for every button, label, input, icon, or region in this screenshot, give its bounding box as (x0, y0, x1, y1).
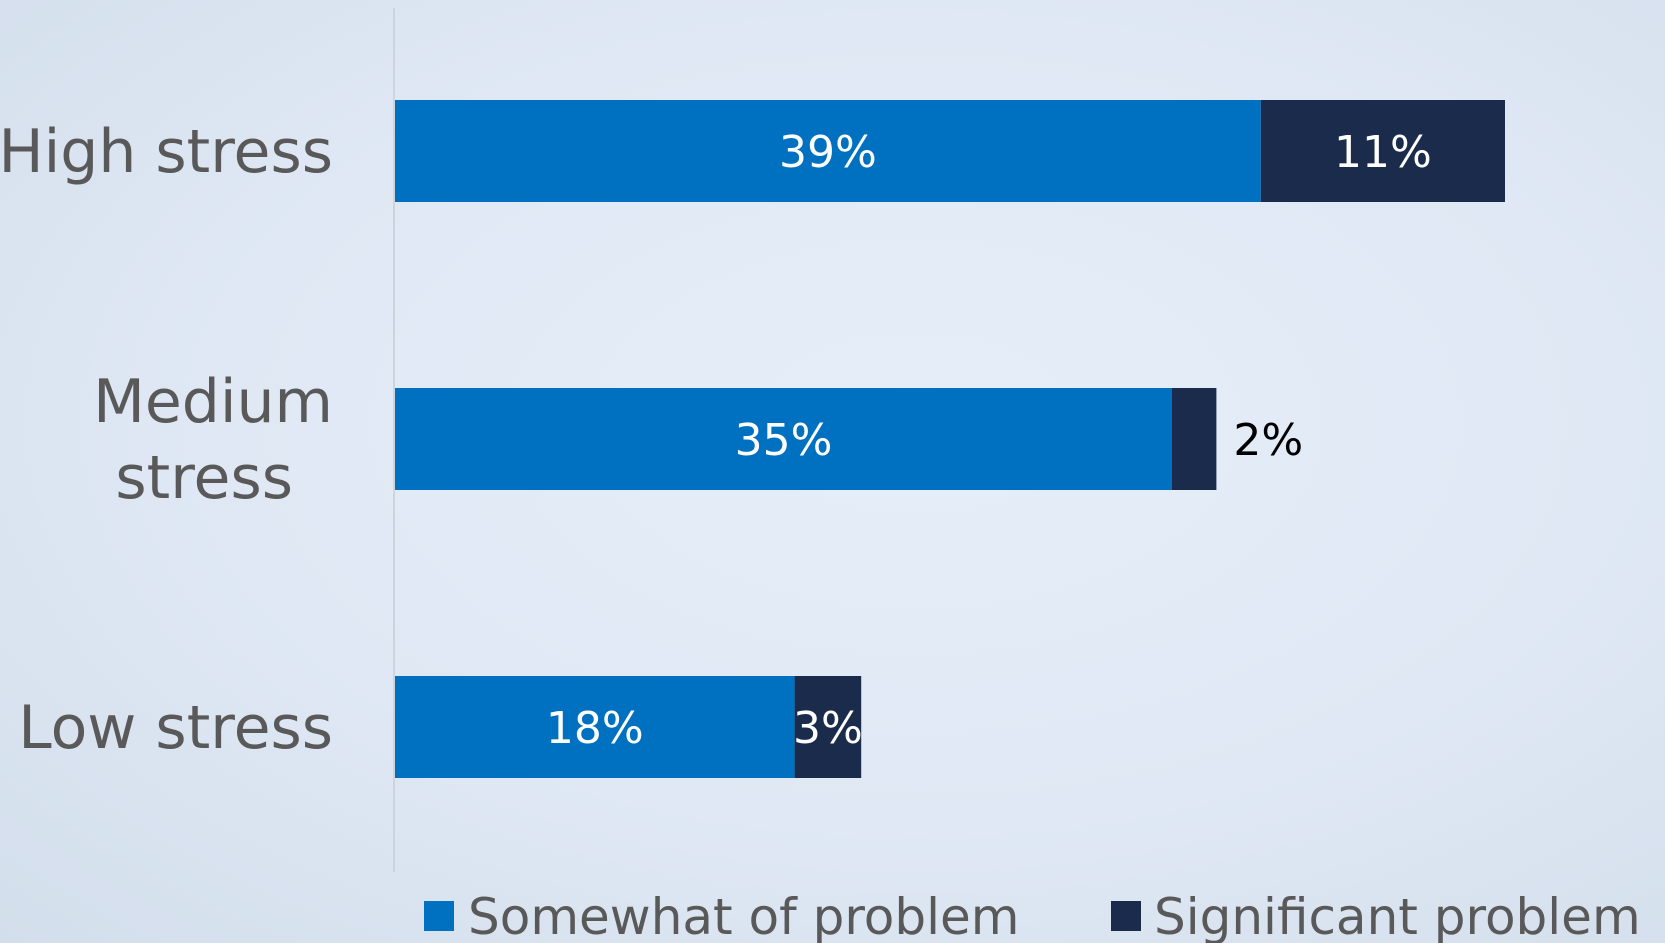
data-label: 3% (793, 703, 863, 754)
bar-somewhat (395, 388, 1172, 490)
bar-series (395, 100, 1505, 778)
category-label: Medium stress (93, 367, 333, 513)
legend-label-somewhat: Somewhat of problem (468, 888, 1020, 943)
category-label: High stress (0, 117, 333, 187)
data-labels: 39% 11% 35% 2% 18% 3% (546, 127, 1432, 754)
data-label: 18% (546, 703, 644, 754)
category-label: Low stress (18, 693, 333, 763)
bar-somewhat (395, 676, 795, 778)
bar-significant (1172, 388, 1217, 490)
legend-swatch-somewhat (424, 901, 454, 931)
legend-label-significant: Significant problem (1154, 888, 1641, 943)
bar-significant (794, 676, 862, 778)
data-label: 2% (1233, 415, 1303, 466)
category-labels: High stress Medium stress Low stress (0, 117, 333, 763)
data-label: 39% (779, 127, 877, 178)
data-label: 11% (1334, 127, 1432, 178)
data-label: 35% (735, 415, 833, 466)
legend-swatch-significant (1111, 901, 1141, 931)
legend: Somewhat of problem Significant problem (424, 888, 1641, 943)
bar-significant (1260, 100, 1505, 202)
bar-somewhat (395, 100, 1261, 202)
